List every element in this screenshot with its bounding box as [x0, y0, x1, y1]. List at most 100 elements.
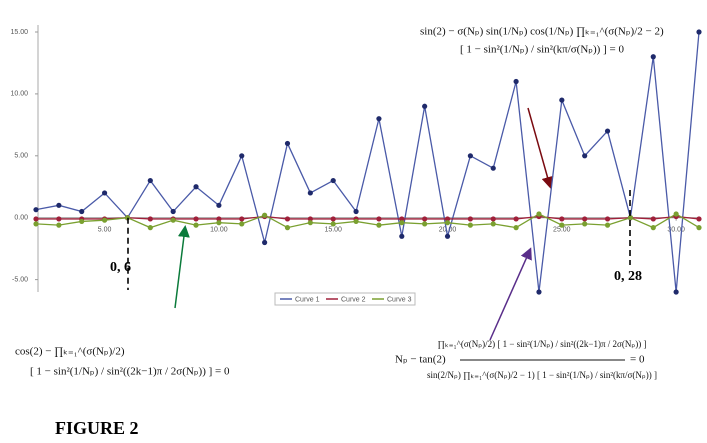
- equation: ∏ₖ₌₁^(σ(Nₚ)/2) [ 1 − sin²(1/Nₚ) / sin²((…: [438, 339, 647, 349]
- point: [650, 54, 656, 60]
- series-line: [36, 215, 700, 220]
- y-tick-label: 5.00: [14, 153, 28, 160]
- point: [307, 220, 313, 226]
- point: [79, 218, 85, 225]
- point: [444, 216, 451, 222]
- point: [216, 220, 222, 226]
- point: [604, 128, 611, 134]
- point: [650, 216, 656, 222]
- point: [330, 221, 336, 227]
- x-tick-label: 5.00: [98, 227, 112, 234]
- point: [101, 190, 108, 196]
- point: [330, 177, 336, 184]
- point: [444, 220, 451, 226]
- point: [467, 222, 473, 228]
- legend: Curve 1 Curve 2 Curve 3: [274, 292, 416, 306]
- point: [696, 216, 702, 222]
- point: [422, 216, 428, 222]
- point: [696, 225, 702, 231]
- point: [101, 217, 108, 223]
- point: [673, 211, 679, 217]
- point: [444, 233, 451, 239]
- point: [376, 222, 382, 228]
- point: [490, 221, 496, 227]
- point: [79, 208, 85, 215]
- point: [536, 289, 542, 295]
- x-tick-label: 30.00: [667, 227, 685, 234]
- y-tick-label: 10.00: [10, 91, 28, 98]
- point: [376, 216, 382, 222]
- point: [422, 221, 428, 227]
- x-tick-label: 20.00: [439, 227, 457, 234]
- point: [650, 225, 656, 231]
- point: [216, 202, 222, 208]
- point: [216, 216, 222, 222]
- arrow: [489, 247, 532, 341]
- point: [399, 220, 405, 226]
- legend-label: Curve 1: [295, 296, 320, 303]
- point-label: 0, 6: [110, 260, 131, 275]
- point: [513, 225, 519, 231]
- point: [56, 202, 62, 208]
- figure-label: FIGURE 2: [55, 418, 139, 438]
- point: [696, 29, 702, 35]
- point: [627, 215, 634, 221]
- point: [262, 239, 268, 246]
- point: [604, 216, 611, 222]
- point: [673, 289, 679, 295]
- point: [193, 216, 199, 222]
- point: [284, 225, 291, 231]
- equation: cos(2) − ∏ₖ₌₁^(σ(Nₚ)/2): [15, 346, 125, 358]
- point: [33, 216, 39, 222]
- legend-label: Curve 3: [387, 296, 412, 303]
- point: [239, 153, 245, 159]
- equation: sin(2/Nₚ) ∏ₖ₌₁^(σ(Nₚ)/2 − 1) [ 1 − sin²(…: [427, 370, 657, 380]
- point: [147, 216, 153, 222]
- point: [239, 216, 245, 222]
- point: [513, 216, 519, 222]
- point: [376, 116, 382, 122]
- point: [33, 221, 39, 227]
- point: [536, 211, 542, 217]
- point: [490, 216, 496, 222]
- equation: [ 1 − sin²(1/Nₚ) / sin²((2k−1)π / 2σ(Nₚ)…: [30, 366, 230, 378]
- equation: sin(2) − σ(Nₚ) sin(1/Nₚ) cos(1/Nₚ) ∏ₖ₌₁^…: [420, 26, 664, 38]
- legend-box: [274, 292, 416, 306]
- point: [56, 222, 62, 228]
- series-line: [35, 213, 700, 229]
- point: [513, 78, 519, 85]
- equation: = 0: [630, 354, 645, 366]
- point: [170, 208, 176, 215]
- arrow: [527, 107, 554, 189]
- point: [147, 177, 153, 184]
- point: [262, 212, 268, 218]
- point: [582, 153, 588, 159]
- y-tick-label: 15.00: [10, 29, 28, 36]
- point: [284, 216, 291, 222]
- point: [559, 97, 565, 103]
- point-label: 0, 28: [614, 269, 642, 284]
- point: [170, 217, 176, 223]
- point: [33, 207, 39, 213]
- y-tick-label: -5.00: [12, 276, 28, 283]
- equation: Nₚ − tan(2): [395, 354, 446, 366]
- point: [490, 165, 496, 171]
- x-tick-label: 10.00: [210, 227, 228, 234]
- point: [559, 222, 565, 228]
- point: [147, 225, 153, 231]
- x-tick-label: 15.00: [324, 227, 342, 234]
- point: [330, 216, 336, 222]
- point: [422, 103, 428, 109]
- x-tick-label: 25.00: [553, 227, 571, 234]
- point: [353, 208, 359, 215]
- arrow: [174, 225, 190, 309]
- point: [559, 216, 565, 222]
- point: [604, 222, 611, 228]
- point: [467, 216, 473, 222]
- point: [284, 140, 291, 147]
- point: [353, 218, 359, 225]
- point: [193, 184, 199, 190]
- point: [399, 233, 405, 239]
- point: [307, 190, 313, 196]
